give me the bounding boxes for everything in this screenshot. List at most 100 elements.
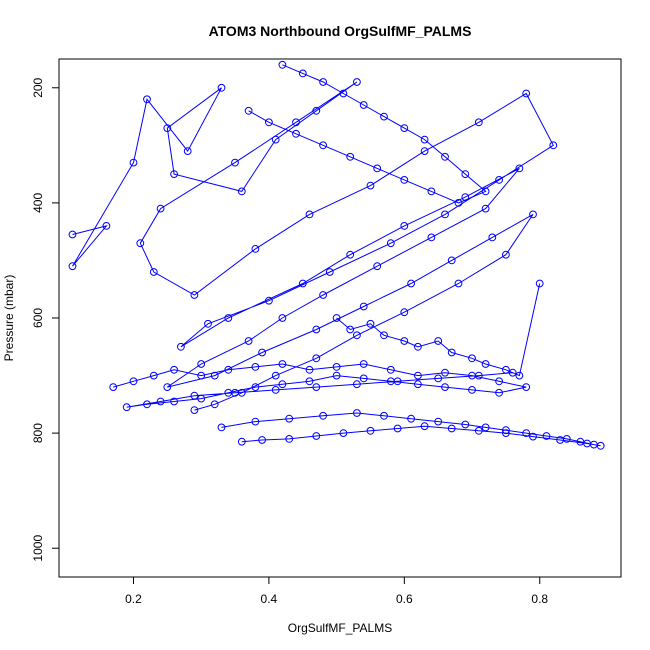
data-point [461,420,470,429]
data-point [346,250,355,259]
data-point [522,383,531,392]
data-point [542,432,551,440]
data-point [244,337,253,345]
data-point [237,437,246,446]
data-point [373,262,382,271]
data-point [305,377,314,386]
data-point [474,118,483,127]
data-point [549,141,558,150]
data-point [278,380,287,389]
data-point [346,152,355,161]
data-point [278,360,287,368]
data-point [170,365,179,374]
data-point [217,423,226,432]
data-point [400,124,409,133]
data-point [454,279,463,288]
data-point [271,371,280,380]
data-point [434,417,443,426]
data-point [312,354,321,363]
data-point [535,279,544,288]
data-point [380,112,388,121]
data-point [251,383,260,392]
data-point [359,101,368,109]
data-point [143,95,151,104]
x-tick-label: 0.2 [125,592,142,606]
x-tick-label: 0.8 [531,592,548,606]
data-point [197,371,206,380]
data-point [474,371,483,380]
data-point [312,106,321,115]
data-point [583,439,591,448]
data-point [190,391,199,400]
data-point [285,414,294,423]
data-point [393,424,402,433]
series-line [336,283,541,377]
data-point [312,432,321,440]
data-point [156,204,165,213]
data-point [380,411,388,420]
data-point [359,302,368,311]
data-point [502,426,510,435]
data-point [305,210,314,219]
data-point [190,291,199,299]
data-point [393,377,402,386]
data-point [258,348,267,357]
x-tick-label: 0.6 [396,592,413,606]
data-point [400,337,409,345]
data-point [502,250,510,259]
data-point [251,245,260,253]
data-point [353,409,361,417]
data-point [522,429,531,438]
data-point [312,383,321,392]
data-point [319,291,328,299]
data-point [292,129,300,138]
data-point [481,423,490,432]
data-point [353,78,361,86]
data-point [190,406,199,415]
data-point [414,380,422,389]
data-point [441,368,449,377]
y-axis: 200 400 600 800 1000 [31,77,59,562]
y-tick-label: 400 [31,193,45,213]
data-point [149,268,158,276]
data-point [468,386,476,394]
data-point [502,365,510,374]
data-point [224,365,233,374]
data-point [414,371,422,380]
data-point [170,170,179,179]
data-point [102,222,111,230]
data-point [332,314,341,322]
data-point [325,268,334,276]
data-point [217,83,226,92]
data-point [434,337,443,345]
data-point [271,135,280,144]
chart-title: ATOM3 Northbound OrgSulfMF_PALMS [209,23,472,39]
data-point [68,262,77,271]
data-point [129,158,138,167]
data-point [434,374,443,383]
series-line [72,81,554,411]
y-tick-label: 200 [31,77,45,97]
data-point [488,233,497,242]
data-point [332,371,341,380]
data-point [197,360,206,368]
series-0 [68,78,558,415]
data-point [122,403,131,412]
data-point [454,199,463,207]
data-point [156,397,165,406]
data-point [319,78,328,86]
data-point [68,230,77,239]
series-layer [68,60,605,450]
data-point [373,164,382,173]
data-point [332,363,341,371]
data-point [170,397,179,406]
data-point [508,368,517,377]
data-point [474,426,483,435]
data-point [183,147,192,156]
data-point [278,314,287,322]
data-point [495,388,504,397]
y-tick-label: 1000 [31,535,45,562]
data-point [353,331,361,340]
data-point [386,239,395,248]
